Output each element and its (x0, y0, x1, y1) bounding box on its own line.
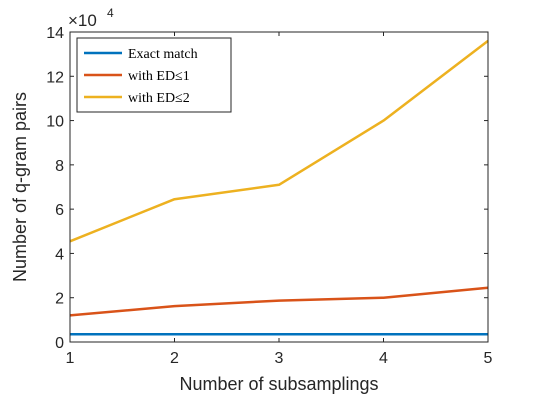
series-line-2 (69, 39, 489, 243)
x-tick-label: 4 (379, 350, 388, 367)
y-tick-label: 0 (55, 335, 64, 352)
y-multiplier: ×10 4 (68, 6, 114, 30)
y-multiplier-base: ×10 (68, 11, 97, 30)
y-tick-label: 4 (55, 246, 64, 263)
y-tick-label: 2 (55, 291, 64, 308)
y-tick-label: 12 (46, 69, 64, 86)
y-tick-label: 10 (46, 114, 64, 131)
y-tick-label: 8 (55, 158, 64, 175)
series-layer (69, 39, 489, 336)
x-tick-label: 1 (66, 350, 75, 367)
series-line-1 (69, 286, 489, 317)
y-multiplier-exponent: 4 (107, 6, 114, 20)
x-axis-label: Number of subsamplings (179, 374, 378, 394)
x-tick-label: 3 (275, 350, 284, 367)
legend: Exact match with ED≤1 with ED≤2 (76, 37, 232, 113)
legend-label-1: with ED≤1 (128, 69, 190, 84)
x-tick-label: 2 (170, 350, 179, 367)
x-tick-label: 5 (484, 350, 493, 367)
legend-label-0: Exact match (128, 47, 198, 62)
y-tick-label: 6 (55, 202, 64, 219)
legend-label-2: with ED≤2 (128, 91, 190, 106)
y-tick-label: 14 (46, 25, 64, 42)
y-axis-label: Number of q-gram pairs (10, 92, 30, 282)
